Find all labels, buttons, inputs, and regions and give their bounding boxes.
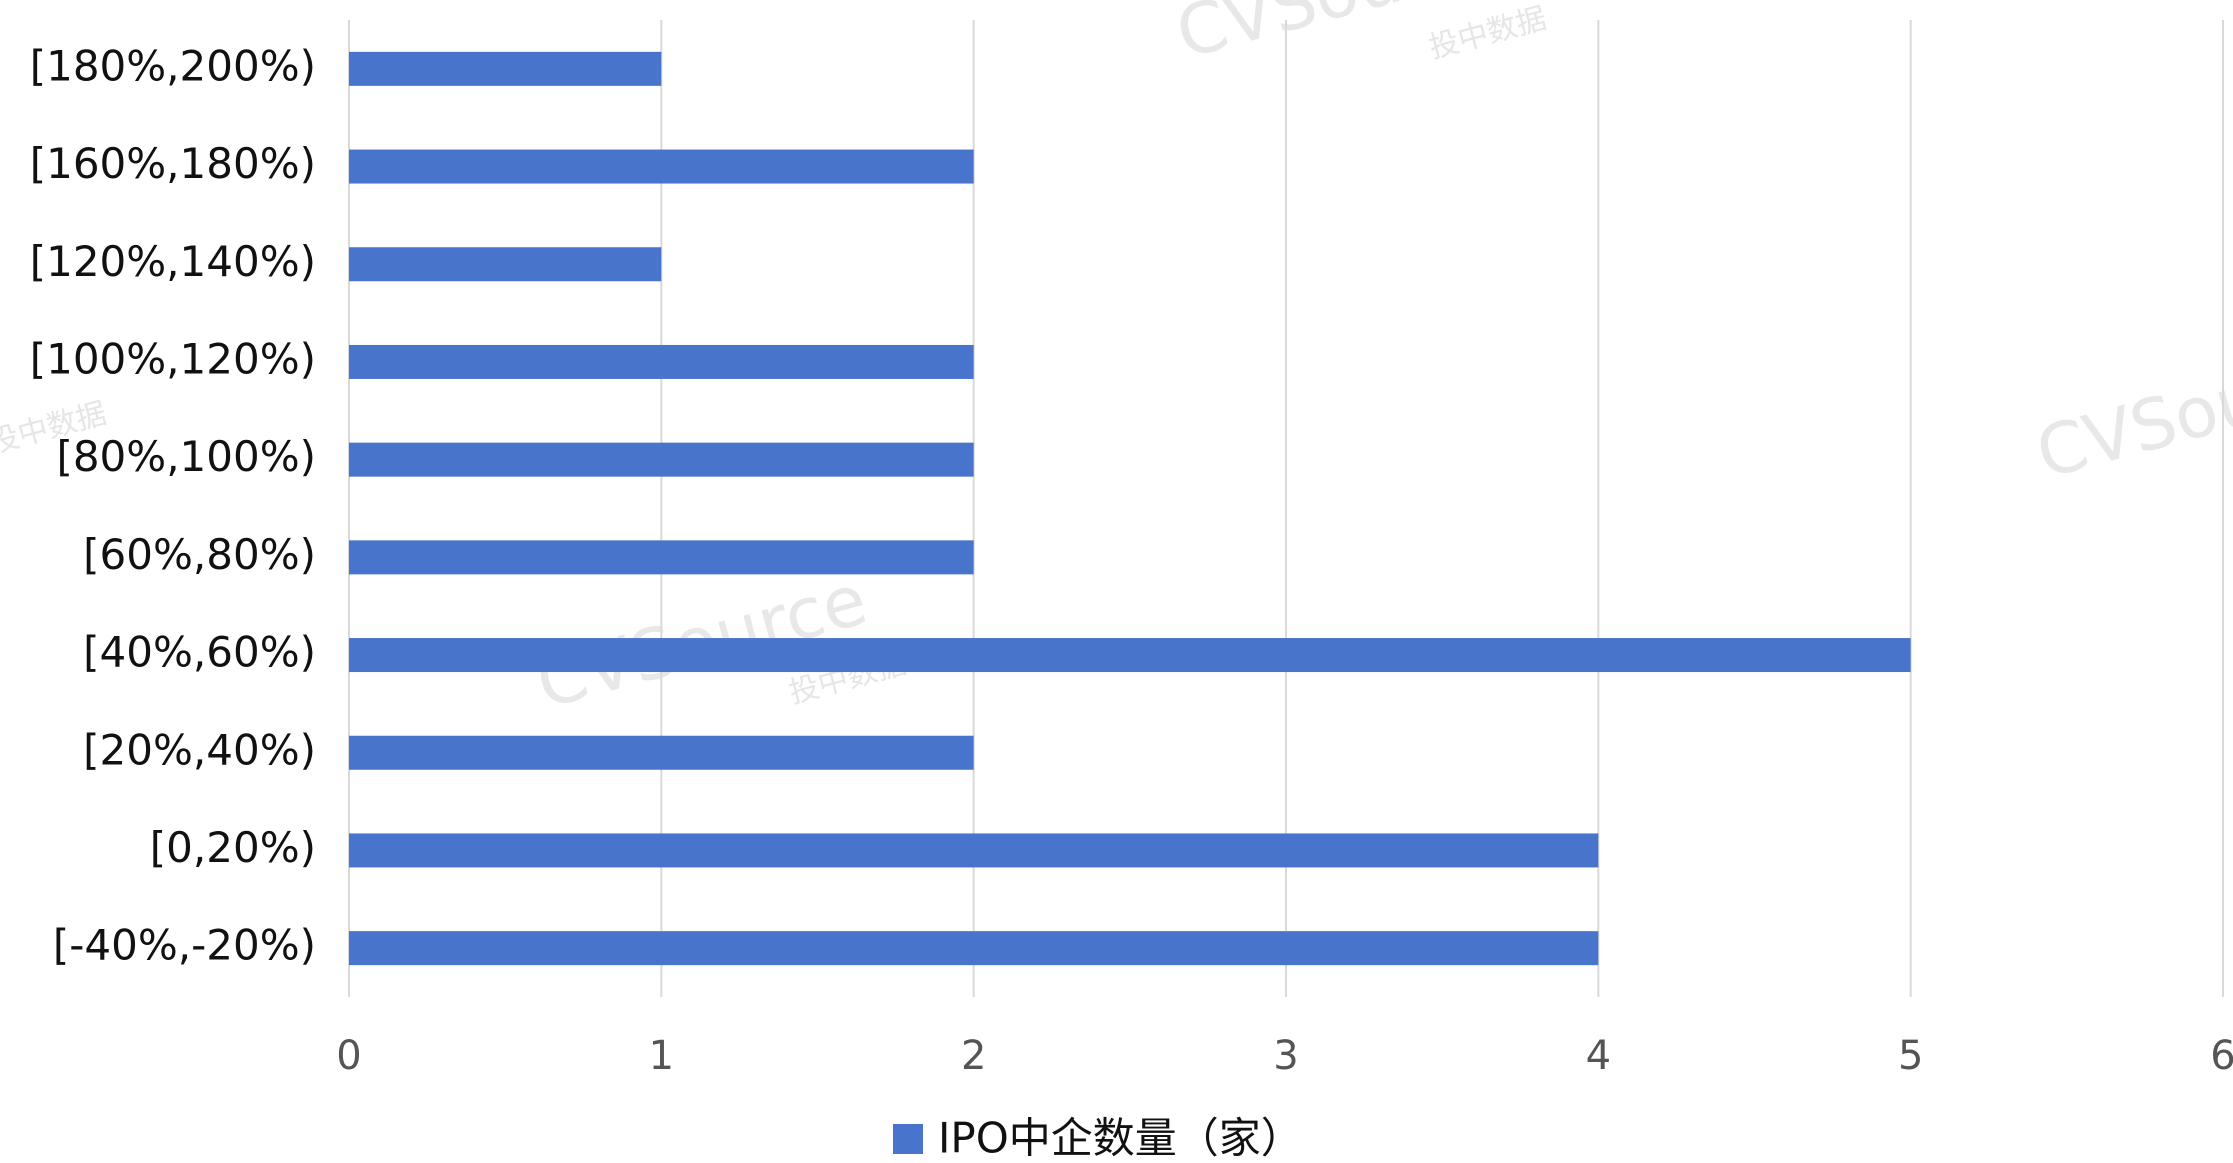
watermark-sub: 投中数据 (1425, 1, 1550, 66)
y-tick-label: [80%,100%) (56, 432, 316, 481)
bar (349, 247, 662, 282)
bar (349, 442, 974, 477)
legend-label: IPO中企数量（家） (938, 1114, 1303, 1163)
x-tick-label: 2 (961, 1033, 986, 1079)
bar (349, 735, 974, 770)
y-tick-label: [180%,200%) (30, 41, 316, 90)
y-tick-label: [0,20%) (150, 823, 316, 872)
bar (349, 51, 662, 86)
bar (349, 931, 1599, 966)
bar (349, 833, 1599, 868)
bar (349, 344, 974, 379)
x-tick-label: 5 (1898, 1033, 1923, 1079)
bar (349, 149, 974, 184)
bar (349, 540, 974, 575)
y-tick-label: [160%,180%) (30, 139, 316, 188)
x-tick-label: 6 (2210, 1033, 2233, 1079)
x-tick-label: 3 (1273, 1033, 1298, 1079)
watermarks: CVSource 投中数据 CVSource 投中数据 CVSource 投中数… (0, 0, 2233, 725)
watermark: CVSource (2028, 328, 2233, 494)
y-tick-label: [60%,80%) (83, 530, 316, 579)
y-tick-label: [120%,140%) (30, 237, 316, 286)
y-tick-label: [40%,60%) (83, 628, 316, 677)
y-tick-label: [100%,120%) (30, 334, 316, 383)
x-tick-label: 1 (649, 1033, 674, 1079)
x-tick-label: 0 (336, 1033, 361, 1079)
y-tick-label: [20%,40%) (83, 725, 316, 774)
y-tick-label: [-40%,-20%) (53, 921, 316, 970)
legend-swatch (893, 1124, 923, 1154)
x-tick-label: 4 (1586, 1033, 1611, 1079)
bar (349, 638, 1911, 673)
